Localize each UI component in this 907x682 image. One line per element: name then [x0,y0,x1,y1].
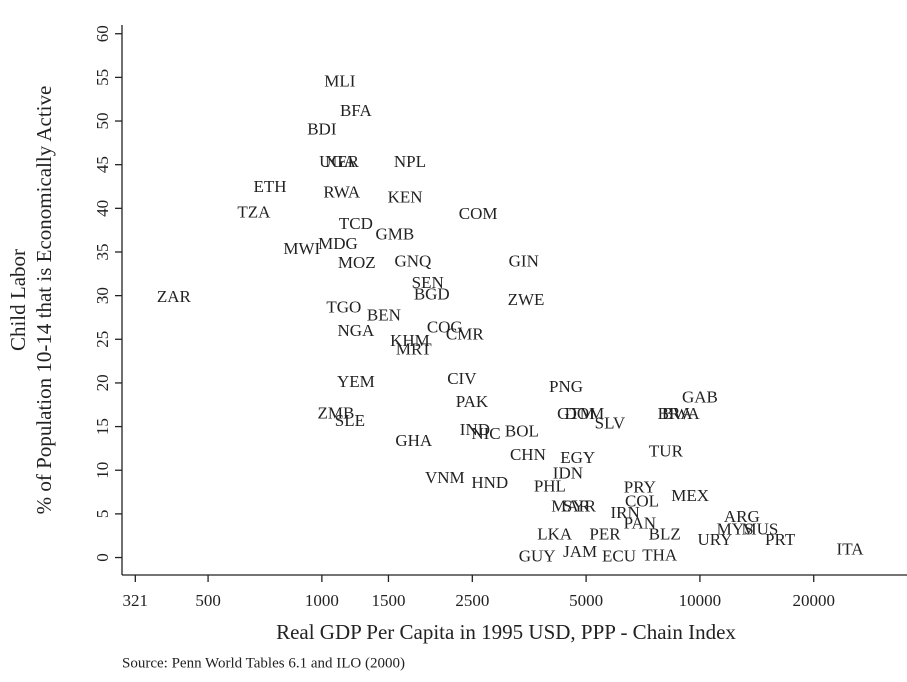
point-label: BOL [505,422,539,441]
point-label: TUR [649,442,684,461]
y-tick-label: 50 [93,113,112,130]
point-label: ECU [602,546,636,565]
y-tick-label: 45 [93,156,112,173]
point-label: THA [642,546,678,565]
point-label: BRA [658,404,694,423]
point-label: GUY [519,546,556,565]
point-label: GHA [395,431,433,450]
point-label: PAN [624,513,656,532]
point-label: JAM [563,542,597,561]
point-label: MUS [741,519,778,538]
point-label: GAB [682,388,718,407]
point-label: COG [427,318,463,337]
point-label: BLZ [649,525,681,544]
point-label: NER [325,152,360,171]
point-label: BGD [414,285,450,304]
y-tick-label: 30 [93,287,112,304]
x-axis-title: Real GDP Per Capita in 1995 USD, PPP - C… [276,620,736,644]
point-label: RWA [323,182,361,201]
x-tick-label: 10000 [679,591,722,610]
y-tick-label: 5 [93,510,112,519]
point-label: ETH [253,177,286,196]
point-label: NPL [394,152,426,171]
point-label: MLI [324,72,356,91]
point-label: MYS [717,519,754,538]
point-label: MAR [551,497,590,516]
point-label: PHL [534,477,566,496]
point-label: BFA [340,101,373,120]
x-tick-label: 1500 [371,591,405,610]
point-label: HND [471,473,508,492]
point-label: DOM [565,404,605,423]
point-label: UGA [319,152,357,171]
y-axis-title: Child Labor [6,249,30,351]
point-label: KEN [388,188,423,207]
point-label: SEN [412,273,444,292]
x-tick-label: 500 [195,591,221,610]
y-tick-label: 0 [93,553,112,562]
point-label: PRT [765,530,796,549]
y-tick-label: 10 [93,462,112,479]
y-tick-label: 15 [93,418,112,435]
point-label: MDG [318,234,358,253]
point-label: ARG [724,507,760,526]
point-label: ZMB [317,403,354,422]
point-label: BWA [662,404,701,423]
point-label: IDN [553,464,583,483]
x-tick-label: 20000 [792,591,835,610]
point-label: CHN [510,445,546,464]
source-note: Source: Penn World Tables 6.1 and ILO (2… [122,655,405,671]
point-label: SLV [595,414,626,433]
x-tick-label: 1000 [305,591,339,610]
y-tick-label: 25 [93,331,112,348]
point-label: TZA [237,202,271,221]
point-label: ITA [837,539,865,558]
point-label: SYR [563,497,597,516]
point-label: COL [625,491,659,510]
y-tick-label: 20 [93,374,112,391]
point-label: CIV [447,369,477,388]
point-label: URY [697,530,732,549]
point-label: EGY [560,448,595,467]
point-label: IRN [610,503,639,522]
point-label: NIC [471,424,500,443]
point-label: MWI [283,239,320,258]
y-tick-label: 60 [93,25,112,42]
point-label: SLE [335,411,365,430]
point-label: MRT [396,340,432,359]
point-label: BDI [307,120,337,139]
x-tick-label: 5000 [569,591,603,610]
point-label: BEN [367,305,401,324]
point-label: ZWE [508,290,545,309]
x-tick-label: 321 [123,591,149,610]
point-label: MEX [671,486,709,505]
point-label: TGO [326,298,361,317]
point-label: COM [459,204,498,223]
point-label: TCD [339,214,373,233]
point-label: MOZ [338,253,376,272]
point-label: ZAR [157,287,192,306]
point-label: GNQ [394,251,431,270]
point-label: PNG [549,377,583,396]
y-tick-label: 35 [93,243,112,260]
y-tick-label: 40 [93,200,112,217]
point-label: NGA [337,321,375,340]
y-axis-title: % of Population 10-14 that is Economical… [32,86,56,515]
point-label: GIN [509,251,539,270]
point-label: YEM [337,372,375,391]
point-label: VNM [425,468,465,487]
point-label: GMB [376,224,415,243]
point-label: IND [460,420,490,439]
point-label: PRY [624,477,656,496]
y-tick-label: 55 [93,69,112,86]
point-label: CMR [446,325,484,344]
point-label: LKA [537,525,573,544]
point-label: GTM [557,404,595,423]
x-tick-label: 2500 [455,591,489,610]
point-label: PER [589,525,621,544]
point-label: KHM [390,331,430,350]
point-label: PAK [456,392,489,411]
